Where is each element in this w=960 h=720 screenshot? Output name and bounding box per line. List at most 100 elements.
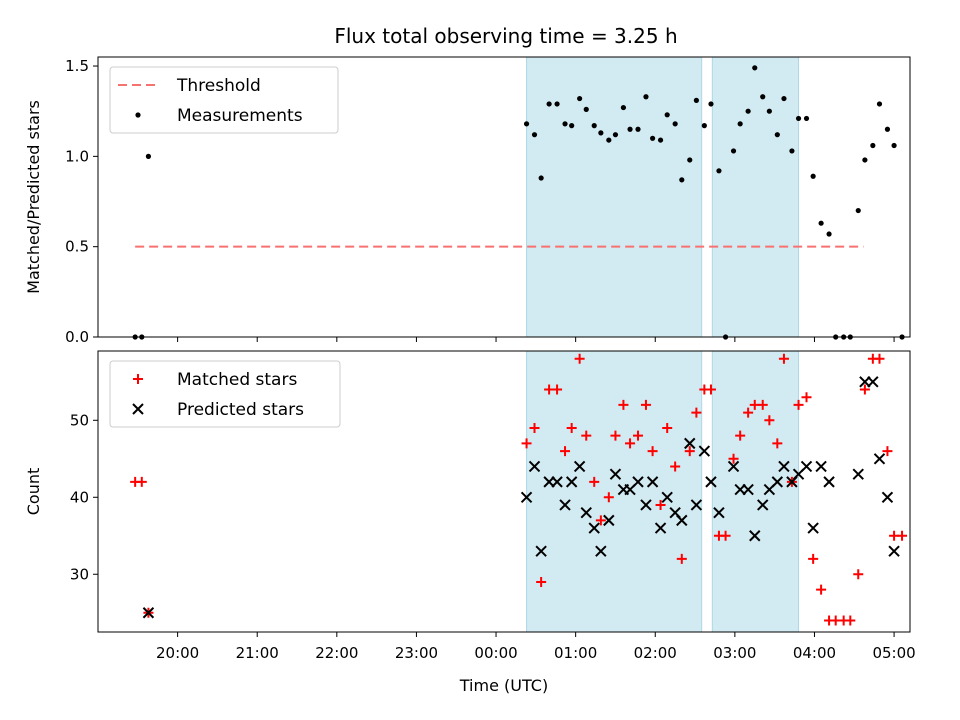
- matched-stars-point: [853, 569, 864, 580]
- matched-stars-point: [757, 399, 768, 410]
- measurements-point: [716, 168, 722, 174]
- measurements-point: [826, 231, 832, 237]
- measurements-point: [546, 101, 552, 107]
- measurements-point: [789, 148, 795, 154]
- predicted-stars-point: [873, 453, 886, 465]
- predicted-stars-point: [867, 376, 879, 388]
- top-y-tick-label: 0.0: [65, 328, 89, 346]
- legend-entry-label: Predicted stars: [177, 400, 304, 420]
- matched-stars-point: [772, 438, 783, 449]
- measurements-point: [687, 157, 693, 163]
- measurements-point: [730, 148, 737, 154]
- matched-stars-point: [793, 399, 804, 410]
- matched-stars-point: [882, 446, 893, 457]
- predicted-stars-point: [727, 460, 740, 473]
- bottom-y-tick-label: 40: [70, 488, 89, 506]
- measurements-point: [752, 65, 758, 71]
- predicted-stars-point: [771, 476, 784, 488]
- measurements-point: [701, 123, 707, 129]
- predicted-stars-point: [807, 522, 819, 534]
- matched-stars-point: [720, 530, 731, 541]
- measurements-point: [145, 153, 152, 159]
- predicted-stars-point: [580, 506, 592, 519]
- measurements-point: [650, 135, 656, 141]
- predicted-stars-point: [661, 491, 673, 503]
- predicted-stars-point: [815, 460, 827, 473]
- matched-stars-point: [808, 553, 819, 564]
- predicted-stars-point: [603, 514, 615, 527]
- matched-stars-point: [735, 430, 746, 441]
- predicted-stars-point: [595, 545, 607, 557]
- x-tick-label: 05:00: [872, 644, 915, 662]
- matched-stars-point: [655, 499, 666, 510]
- matched-stars-point: [581, 430, 592, 441]
- predicted-stars-point: [640, 499, 652, 511]
- measurements-point: [795, 115, 802, 122]
- matched-stars-point: [743, 407, 754, 418]
- predicted-stars-point: [559, 499, 571, 511]
- measurements-point: [591, 123, 597, 129]
- matched-stars-point: [610, 430, 621, 441]
- measurements-point: [679, 177, 685, 183]
- matched-stars-point: [662, 422, 673, 433]
- predicted-stars-point: [646, 476, 659, 488]
- top-y-axis-label: Matched/Predicted stars: [24, 100, 43, 294]
- bottom-panel: 20:00 21:00 22:00 23:00 00:00 01:00 02:00 03:00…: [24, 350, 916, 695]
- measurements-point: [855, 207, 861, 214]
- top-y-tick-label: 0.5: [65, 238, 89, 256]
- legend-measurements-swatch: [135, 112, 141, 118]
- matched-stars-point: [670, 461, 681, 472]
- x-tick-label: 00:00: [474, 644, 517, 662]
- top-y-ticks: 0.0 0.5 1.0 1.5: [65, 57, 98, 346]
- matched-stars-point: [589, 476, 600, 487]
- predicted-stars-point: [888, 545, 900, 557]
- observing-interval-shade: [526, 350, 703, 633]
- matched-stars-point: [566, 422, 577, 433]
- matched-stars-point: [801, 392, 812, 403]
- measurements-point: [876, 101, 883, 107]
- top-panel: 0.0 0.5 1.0 1.5 Matched/Predicted stars Thr…: [24, 56, 911, 346]
- top-y-tick-label: 1.5: [65, 57, 89, 75]
- observing-interval-shade: [526, 56, 703, 338]
- measurements-point: [818, 220, 824, 226]
- matched-stars-point: [136, 476, 147, 487]
- measurements-point: [523, 121, 530, 127]
- predicted-stars-point: [800, 460, 813, 473]
- predicted-stars-point: [632, 476, 644, 488]
- predicted-stars-point: [676, 514, 688, 527]
- top-shaded-intervals: [526, 56, 800, 338]
- measurements-point: [870, 142, 876, 149]
- x-tick-label: 21:00: [236, 644, 279, 662]
- measurements-point: [745, 108, 751, 114]
- measurements-point: [664, 112, 670, 118]
- bottom-x-ticks: 20:00 21:00 22:00 23:00 00:00 01:00 02:00 03:00…: [156, 632, 916, 662]
- measurements-point: [598, 130, 604, 136]
- bottom-x-axis-label: Time (UTC): [459, 676, 548, 695]
- bottom-y-tick-label: 50: [70, 411, 89, 429]
- x-tick-label: 23:00: [395, 644, 438, 662]
- predicted-stars-point: [565, 476, 578, 488]
- legend-entry-label: Matched stars: [177, 370, 297, 390]
- measurements-point: [538, 175, 544, 181]
- measurements-point: [810, 173, 816, 179]
- matched-stars-point: [640, 399, 651, 410]
- bottom-axes-frame: [97, 350, 911, 633]
- measurements-point: [577, 95, 583, 102]
- bottom-legend: Matched stars Predicted stars: [109, 360, 341, 428]
- x-tick-label: 01:00: [554, 644, 597, 662]
- measurements-point: [627, 126, 633, 132]
- measurements-point: [737, 121, 743, 127]
- matched-stars-point: [625, 438, 636, 449]
- matched-stars-point: [521, 438, 532, 449]
- measurements-point: [657, 137, 664, 143]
- x-tick-label: 02:00: [634, 644, 677, 662]
- matched-stars-point: [859, 384, 870, 395]
- predicted-stars-point: [551, 476, 563, 488]
- matched-stars-point: [874, 353, 885, 364]
- predicted-stars-point: [823, 476, 835, 488]
- matched-stars-point: [691, 407, 702, 418]
- measurements-point: [803, 115, 810, 122]
- matched-stars-point: [552, 384, 563, 395]
- predicted-stars-point: [713, 506, 725, 519]
